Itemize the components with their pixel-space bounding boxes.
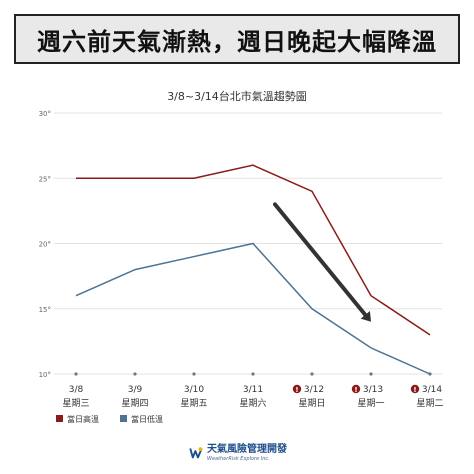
x-weekday-label: 星期二: [416, 398, 443, 409]
x-weekday-label: 星期六: [239, 397, 266, 409]
x-tick-label: 3/8: [69, 385, 84, 395]
alert-icon-mark: !: [413, 386, 416, 394]
company-logo: 天氣風險管理開發 WeatherRisk Explore Inc.: [189, 440, 287, 466]
alert-icon: [351, 384, 361, 394]
x-tick-dot: [369, 372, 373, 376]
legend-label-high: 當日高溫: [67, 414, 99, 424]
x-weekday-label: 星期五: [180, 398, 207, 409]
alert-icon: [292, 384, 302, 394]
x-tick-dot: [74, 372, 78, 376]
logo-sub-text: WeatherRisk Explore Inc.: [207, 455, 270, 462]
x-tick-label: 3/9: [128, 385, 143, 395]
y-tick-label: 10°: [39, 371, 51, 379]
alert-icon-mark: !: [354, 386, 357, 394]
chart-card: 3/8~3/14台北市氣溫趨勢圖 10° 15° 20° 25° 30° 3/8 星期三 3/9…: [22, 80, 452, 468]
y-tick-label: 30°: [39, 110, 51, 118]
x-tick-dot: [133, 372, 137, 376]
y-tick-label: 25°: [39, 175, 51, 183]
trend-arrow-head: [360, 311, 371, 322]
x-tick-dot: [310, 372, 314, 376]
y-tick-label: 20°: [39, 241, 51, 249]
x-weekday-label: 星期三: [62, 398, 89, 409]
x-tick-label: 3/13: [363, 385, 383, 395]
headline-title: 週六前天氣漸熱，週日晚起大幅降溫: [37, 27, 437, 56]
x-tick-label: 3/10: [184, 385, 204, 395]
x-tick-label: 3/11: [243, 385, 263, 395]
legend-label-low: 當日低溫: [131, 414, 163, 424]
headline-banner: 週六前天氣漸熱，週日晚起大幅降溫: [14, 14, 460, 64]
x-weekday-label: 星期日: [298, 398, 325, 409]
x-tick-label: 3/12: [304, 385, 324, 395]
alert-icon: [410, 384, 420, 394]
logo-main-text: 天氣風險管理開發: [207, 443, 287, 455]
x-weekday-label: 星期一: [357, 398, 384, 409]
chart-title: 3/8~3/14台北市氣溫趨勢圖: [167, 89, 307, 103]
legend-swatch-low: [120, 415, 127, 422]
x-tick-dot: [251, 372, 255, 376]
legend-swatch-high: [56, 415, 63, 422]
trend-arrow-shaft: [273, 202, 368, 317]
x-tick-label: 3/14: [422, 385, 442, 395]
x-tick-dot: [192, 372, 196, 376]
y-tick-label: 15°: [39, 306, 51, 314]
high-temp-line: [76, 164, 431, 336]
x-weekday-label: 星期四: [121, 398, 148, 409]
company-logo-icon: [189, 447, 203, 459]
alert-icon-mark: !: [295, 386, 298, 394]
temperature-line-chart: 3/8~3/14台北市氣溫趨勢圖 10° 15° 20° 25° 30° 3/8 星期三 3/9…: [39, 89, 444, 424]
